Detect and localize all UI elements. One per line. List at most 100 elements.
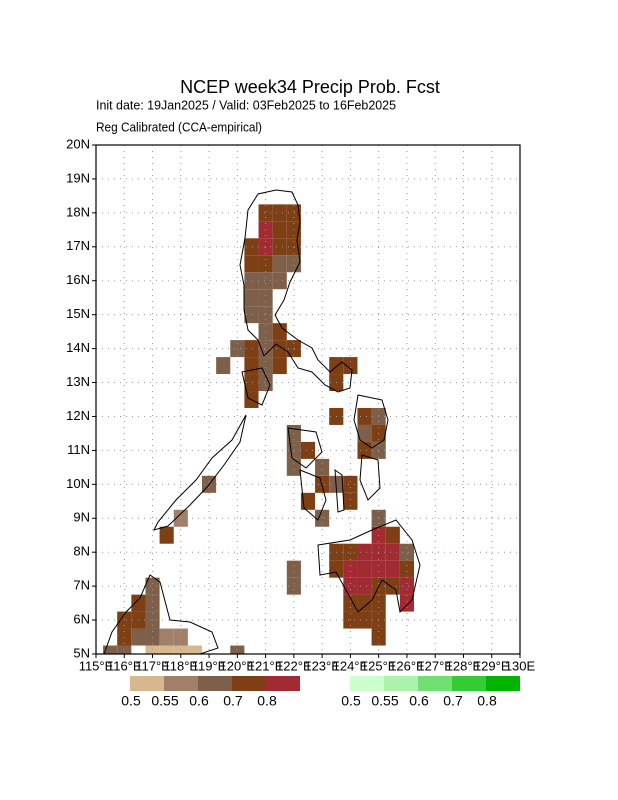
prob-cell bbox=[286, 340, 301, 358]
prob-cell bbox=[272, 221, 287, 239]
prob-cell bbox=[244, 289, 259, 307]
legend-label: 0.8 bbox=[477, 693, 497, 709]
prob-cell bbox=[343, 560, 358, 578]
prob-cell bbox=[286, 204, 301, 222]
legend-swatch bbox=[164, 676, 198, 691]
prob-cell bbox=[357, 594, 372, 612]
x-tick-label: 127°E bbox=[417, 658, 453, 673]
x-tick-label: 116°E bbox=[107, 658, 142, 673]
prob-cell bbox=[385, 577, 400, 595]
prob-cell bbox=[131, 628, 146, 646]
legend-swatch bbox=[266, 676, 300, 691]
x-tick-label: 126°E bbox=[389, 658, 425, 673]
x-tick-label: 118°E bbox=[163, 658, 198, 673]
prob-cell bbox=[343, 492, 358, 510]
legend-label: 0.5 bbox=[121, 693, 141, 709]
prob-cell bbox=[258, 340, 273, 358]
x-tick-label: 121°E bbox=[248, 658, 284, 673]
prob-cell bbox=[272, 272, 287, 290]
y-tick-label: 16N bbox=[66, 272, 90, 287]
prob-cell bbox=[272, 357, 287, 375]
prob-cell bbox=[272, 204, 287, 222]
y-tick-label: 13N bbox=[66, 374, 90, 389]
prob-cell bbox=[343, 543, 358, 561]
legend-label: 0.5 bbox=[341, 693, 361, 709]
prob-cell bbox=[286, 560, 301, 578]
y-tick-label: 11N bbox=[67, 442, 90, 457]
y-tick-label: 6N bbox=[73, 612, 90, 627]
prob-cell bbox=[343, 594, 358, 612]
prob-cell bbox=[131, 594, 146, 612]
x-tick-label: 124°E bbox=[333, 658, 369, 673]
prob-cell bbox=[244, 374, 259, 392]
x-tick-label: 122°E bbox=[276, 658, 312, 673]
prob-cell bbox=[399, 577, 414, 595]
y-tick-label: 15N bbox=[66, 306, 90, 321]
prob-cell bbox=[385, 526, 400, 544]
prob-cell bbox=[244, 272, 259, 290]
coastline-mindoro bbox=[241, 367, 271, 406]
prob-cell bbox=[258, 289, 273, 307]
prob-cell bbox=[145, 611, 160, 629]
coastline-mindanao bbox=[317, 519, 421, 614]
grid-layer bbox=[96, 145, 520, 654]
legend-swatch bbox=[452, 676, 486, 691]
y-tick-label: 17N bbox=[66, 238, 90, 253]
prob-cell bbox=[258, 204, 273, 222]
legend-label: 0.6 bbox=[189, 693, 209, 709]
prob-cell bbox=[244, 255, 259, 273]
prob-cell bbox=[272, 255, 287, 273]
prob-cell bbox=[187, 645, 202, 654]
legend: 0.5 0.55 0.6 0.7 0.8 0.5 0.55 0.6 0.7 0.8 bbox=[121, 676, 520, 709]
y-tick-label: 20N bbox=[66, 136, 90, 151]
coastline-borneo bbox=[103, 574, 219, 655]
axis-layer: 115°E116°E117°E118°E119°E120°E121°E122°E… bbox=[66, 136, 535, 673]
prob-cell bbox=[300, 492, 316, 510]
subtitle: Reg Calibrated (CCA-empirical) bbox=[96, 119, 262, 134]
prob-cell bbox=[357, 424, 372, 442]
prob-cell bbox=[258, 255, 273, 273]
y-tick-label: 10N bbox=[66, 476, 90, 491]
prob-cell bbox=[343, 475, 358, 493]
prob-cell bbox=[399, 543, 414, 561]
prob-cell bbox=[385, 560, 400, 578]
prob-cell bbox=[329, 560, 344, 578]
x-tick-label: 117°E bbox=[135, 658, 170, 673]
coastline-panay bbox=[287, 427, 323, 469]
prob-cell bbox=[272, 340, 287, 358]
x-tick-label: 123°E bbox=[304, 658, 340, 673]
legend-swatch bbox=[232, 676, 266, 691]
prob-cell bbox=[385, 543, 400, 561]
y-tick-label: 7N bbox=[73, 578, 90, 593]
y-tick-label: 12N bbox=[66, 408, 90, 423]
prob-cell bbox=[371, 594, 386, 612]
prob-cell bbox=[103, 645, 118, 654]
legend-swatch bbox=[486, 676, 520, 691]
prob-cell bbox=[357, 543, 372, 561]
y-tick-label: 19N bbox=[66, 170, 90, 185]
prob-cell bbox=[272, 323, 287, 341]
prob-cell bbox=[258, 272, 273, 290]
x-tick-label: 129°E bbox=[474, 658, 510, 673]
prob-cell bbox=[286, 577, 301, 595]
prob-cell bbox=[258, 306, 273, 324]
legend-swatch bbox=[418, 676, 452, 691]
legend-label: 0.7 bbox=[223, 693, 243, 709]
legend-label: 0.7 bbox=[443, 693, 463, 709]
prob-cell bbox=[286, 458, 301, 476]
prob-cell bbox=[357, 611, 372, 629]
x-tick-label: 130E bbox=[505, 658, 536, 673]
prob-cell bbox=[399, 594, 414, 612]
legend-swatch bbox=[198, 676, 232, 691]
prob-cell bbox=[244, 340, 259, 358]
plot-frame bbox=[95, 144, 521, 655]
chart-title: NCEP week34 Precip Prob. Fcst bbox=[180, 77, 440, 97]
legend-swatch bbox=[384, 676, 418, 691]
prob-cell bbox=[244, 306, 259, 324]
x-tick-label: 125°E bbox=[361, 658, 397, 673]
legend-swatch bbox=[130, 676, 164, 691]
prob-cell bbox=[357, 441, 372, 459]
prob-cell bbox=[315, 509, 330, 527]
prob-cell bbox=[357, 560, 372, 578]
